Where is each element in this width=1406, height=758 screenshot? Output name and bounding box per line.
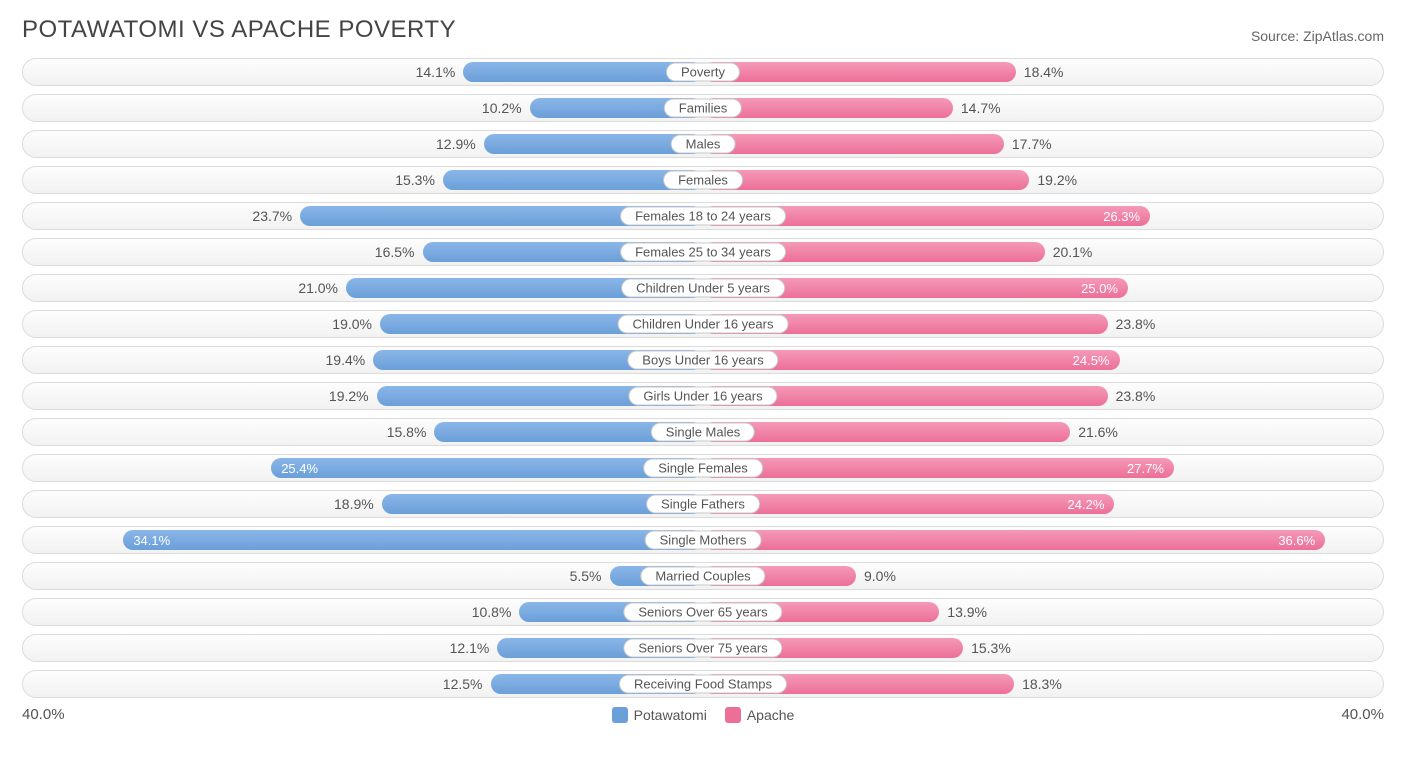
category-label: Single Fathers bbox=[646, 495, 760, 514]
chart-row: 10.2% 14.7% Families bbox=[22, 94, 1384, 122]
category-label: Receiving Food Stamps bbox=[619, 675, 787, 694]
category-label: Males bbox=[671, 135, 736, 154]
chart-row: 12.1% 15.3% Seniors Over 75 years bbox=[22, 634, 1384, 662]
bar-value-right: 9.0% bbox=[864, 568, 896, 584]
chart-row: 12.9% 17.7% Males bbox=[22, 130, 1384, 158]
category-label: Girls Under 16 years bbox=[628, 387, 777, 406]
bar-right: 27.7% bbox=[703, 458, 1174, 478]
chart-row: 15.8% 21.6% Single Males bbox=[22, 418, 1384, 446]
chart-row: 15.3% 19.2% Females bbox=[22, 166, 1384, 194]
bar-value-right: 15.3% bbox=[971, 640, 1011, 656]
bar-right bbox=[703, 62, 1016, 82]
category-label: Single Males bbox=[651, 423, 755, 442]
category-label: Single Females bbox=[643, 459, 763, 478]
bar-value-left: 25.4% bbox=[281, 461, 318, 476]
chart-title: POTAWATOMI VS APACHE POVERTY bbox=[22, 16, 456, 44]
bar-value-right: 23.8% bbox=[1116, 316, 1156, 332]
bar-value-left: 18.9% bbox=[334, 496, 374, 512]
legend-swatch-left bbox=[612, 707, 628, 723]
chart-footer: 40.0% Potawatomi Apache 40.0% bbox=[16, 706, 1390, 723]
legend-label-right: Apache bbox=[747, 707, 794, 723]
bar-left: 25.4% bbox=[271, 458, 703, 478]
chart-row: 5.5% 9.0% Married Couples bbox=[22, 562, 1384, 590]
bar-value-left: 34.1% bbox=[133, 533, 170, 548]
bar-value-right: 20.1% bbox=[1053, 244, 1093, 260]
bar-value-left: 12.1% bbox=[450, 640, 490, 656]
bar-value-right: 17.7% bbox=[1012, 136, 1052, 152]
chart-row: 16.5% 20.1% Females 25 to 34 years bbox=[22, 238, 1384, 266]
chart-row: 18.9% 24.2% Single Fathers bbox=[22, 490, 1384, 518]
bar-value-left: 12.5% bbox=[443, 676, 483, 692]
chart-legend: Potawatomi Apache bbox=[612, 707, 795, 723]
bar-value-right: 18.3% bbox=[1022, 676, 1062, 692]
bar-value-right: 21.6% bbox=[1078, 424, 1118, 440]
chart-source: Source: ZipAtlas.com bbox=[1251, 28, 1384, 44]
chart-row: 34.1% 36.6% Single Mothers bbox=[22, 526, 1384, 554]
bar-value-left: 14.1% bbox=[416, 64, 456, 80]
bar-value-right: 23.8% bbox=[1116, 388, 1156, 404]
category-label: Seniors Over 75 years bbox=[623, 639, 782, 658]
bar-value-right: 24.5% bbox=[1073, 353, 1110, 368]
bar-value-right: 19.2% bbox=[1037, 172, 1077, 188]
chart-row: 14.1% 18.4% Poverty bbox=[22, 58, 1384, 86]
chart-row: 25.4% 27.7% Single Females bbox=[22, 454, 1384, 482]
bar-right bbox=[703, 170, 1029, 190]
category-label: Seniors Over 65 years bbox=[623, 603, 782, 622]
bar-value-right: 36.6% bbox=[1278, 533, 1315, 548]
bar-right: 24.2% bbox=[703, 494, 1114, 514]
bar-left: 34.1% bbox=[123, 530, 703, 550]
category-label: Boys Under 16 years bbox=[627, 351, 778, 370]
legend-swatch-right bbox=[725, 707, 741, 723]
bar-value-left: 19.2% bbox=[329, 388, 369, 404]
chart-row: 19.4% 24.5% Boys Under 16 years bbox=[22, 346, 1384, 374]
bar-value-left: 19.4% bbox=[326, 352, 366, 368]
category-label: Females 25 to 34 years bbox=[620, 243, 786, 262]
bar-value-right: 13.9% bbox=[947, 604, 987, 620]
chart-row: 21.0% 25.0% Children Under 5 years bbox=[22, 274, 1384, 302]
bar-right bbox=[703, 422, 1070, 442]
legend-label-left: Potawatomi bbox=[634, 707, 707, 723]
bar-value-right: 25.0% bbox=[1081, 281, 1118, 296]
bar-right bbox=[703, 134, 1004, 154]
legend-item-left: Potawatomi bbox=[612, 707, 707, 723]
category-label: Married Couples bbox=[640, 567, 765, 586]
chart-row: 10.8% 13.9% Seniors Over 65 years bbox=[22, 598, 1384, 626]
category-label: Females bbox=[663, 171, 743, 190]
bar-value-left: 10.2% bbox=[482, 100, 522, 116]
bar-value-left: 21.0% bbox=[298, 280, 338, 296]
bar-value-left: 16.5% bbox=[375, 244, 415, 260]
bar-value-right: 24.2% bbox=[1068, 497, 1105, 512]
bar-value-left: 5.5% bbox=[570, 568, 602, 584]
bar-value-left: 23.7% bbox=[252, 208, 292, 224]
category-label: Females 18 to 24 years bbox=[620, 207, 786, 226]
chart-row: 23.7% 26.3% Females 18 to 24 years bbox=[22, 202, 1384, 230]
chart-row: 19.2% 23.8% Girls Under 16 years bbox=[22, 382, 1384, 410]
axis-label-right: 40.0% bbox=[1341, 706, 1384, 723]
bar-value-left: 15.3% bbox=[395, 172, 435, 188]
bar-value-right: 27.7% bbox=[1127, 461, 1164, 476]
category-label: Children Under 16 years bbox=[618, 315, 789, 334]
category-label: Children Under 5 years bbox=[621, 279, 785, 298]
axis-label-left: 40.0% bbox=[22, 706, 65, 723]
bar-value-right: 26.3% bbox=[1103, 209, 1140, 224]
diverging-bar-chart: 14.1% 18.4% Poverty 10.2% 14.7% Families 12.9%… bbox=[16, 58, 1390, 698]
chart-row: 19.0% 23.8% Children Under 16 years bbox=[22, 310, 1384, 338]
bar-value-left: 19.0% bbox=[332, 316, 372, 332]
category-label: Poverty bbox=[666, 63, 740, 82]
category-label: Families bbox=[664, 99, 742, 118]
bar-value-left: 12.9% bbox=[436, 136, 476, 152]
bar-value-left: 10.8% bbox=[472, 604, 512, 620]
bar-value-right: 14.7% bbox=[961, 100, 1001, 116]
bar-right: 36.6% bbox=[703, 530, 1325, 550]
chart-row: 12.5% 18.3% Receiving Food Stamps bbox=[22, 670, 1384, 698]
legend-item-right: Apache bbox=[725, 707, 794, 723]
bar-value-left: 15.8% bbox=[387, 424, 427, 440]
category-label: Single Mothers bbox=[645, 531, 762, 550]
chart-header: POTAWATOMI VS APACHE POVERTY Source: Zip… bbox=[16, 16, 1390, 44]
bar-value-right: 18.4% bbox=[1024, 64, 1064, 80]
